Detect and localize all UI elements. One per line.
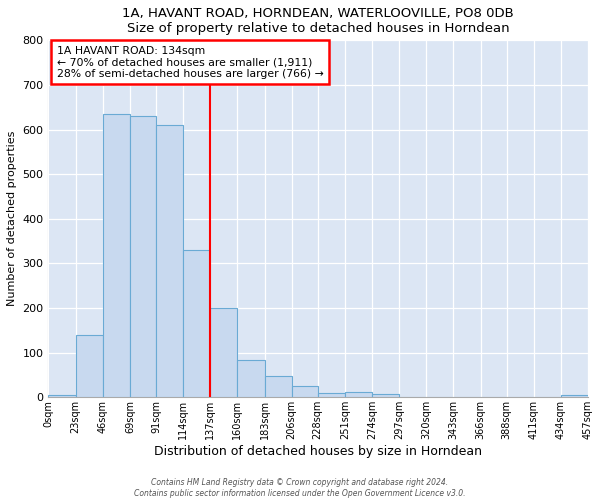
Bar <box>317 393 345 398</box>
Bar <box>210 308 238 398</box>
Bar <box>561 395 588 398</box>
Title: 1A, HAVANT ROAD, HORNDEAN, WATERLOOVILLE, PO8 0DB
Size of property relative to d: 1A, HAVANT ROAD, HORNDEAN, WATERLOOVILLE… <box>122 7 514 35</box>
Bar <box>345 392 372 398</box>
Y-axis label: Number of detached properties: Number of detached properties <box>7 131 17 306</box>
Bar <box>238 360 265 398</box>
Text: Contains HM Land Registry data © Crown copyright and database right 2024.
Contai: Contains HM Land Registry data © Crown c… <box>134 478 466 498</box>
X-axis label: Distribution of detached houses by size in Horndean: Distribution of detached houses by size … <box>154 445 482 458</box>
Bar <box>372 394 399 398</box>
Bar <box>183 250 210 398</box>
Bar <box>103 114 130 398</box>
Bar <box>49 395 76 398</box>
Bar <box>156 125 183 398</box>
Bar <box>76 335 103 398</box>
Bar <box>130 116 156 398</box>
Bar <box>292 386 317 398</box>
Text: 1A HAVANT ROAD: 134sqm
← 70% of detached houses are smaller (1,911)
28% of semi-: 1A HAVANT ROAD: 134sqm ← 70% of detached… <box>56 46 323 79</box>
Bar <box>265 376 292 398</box>
